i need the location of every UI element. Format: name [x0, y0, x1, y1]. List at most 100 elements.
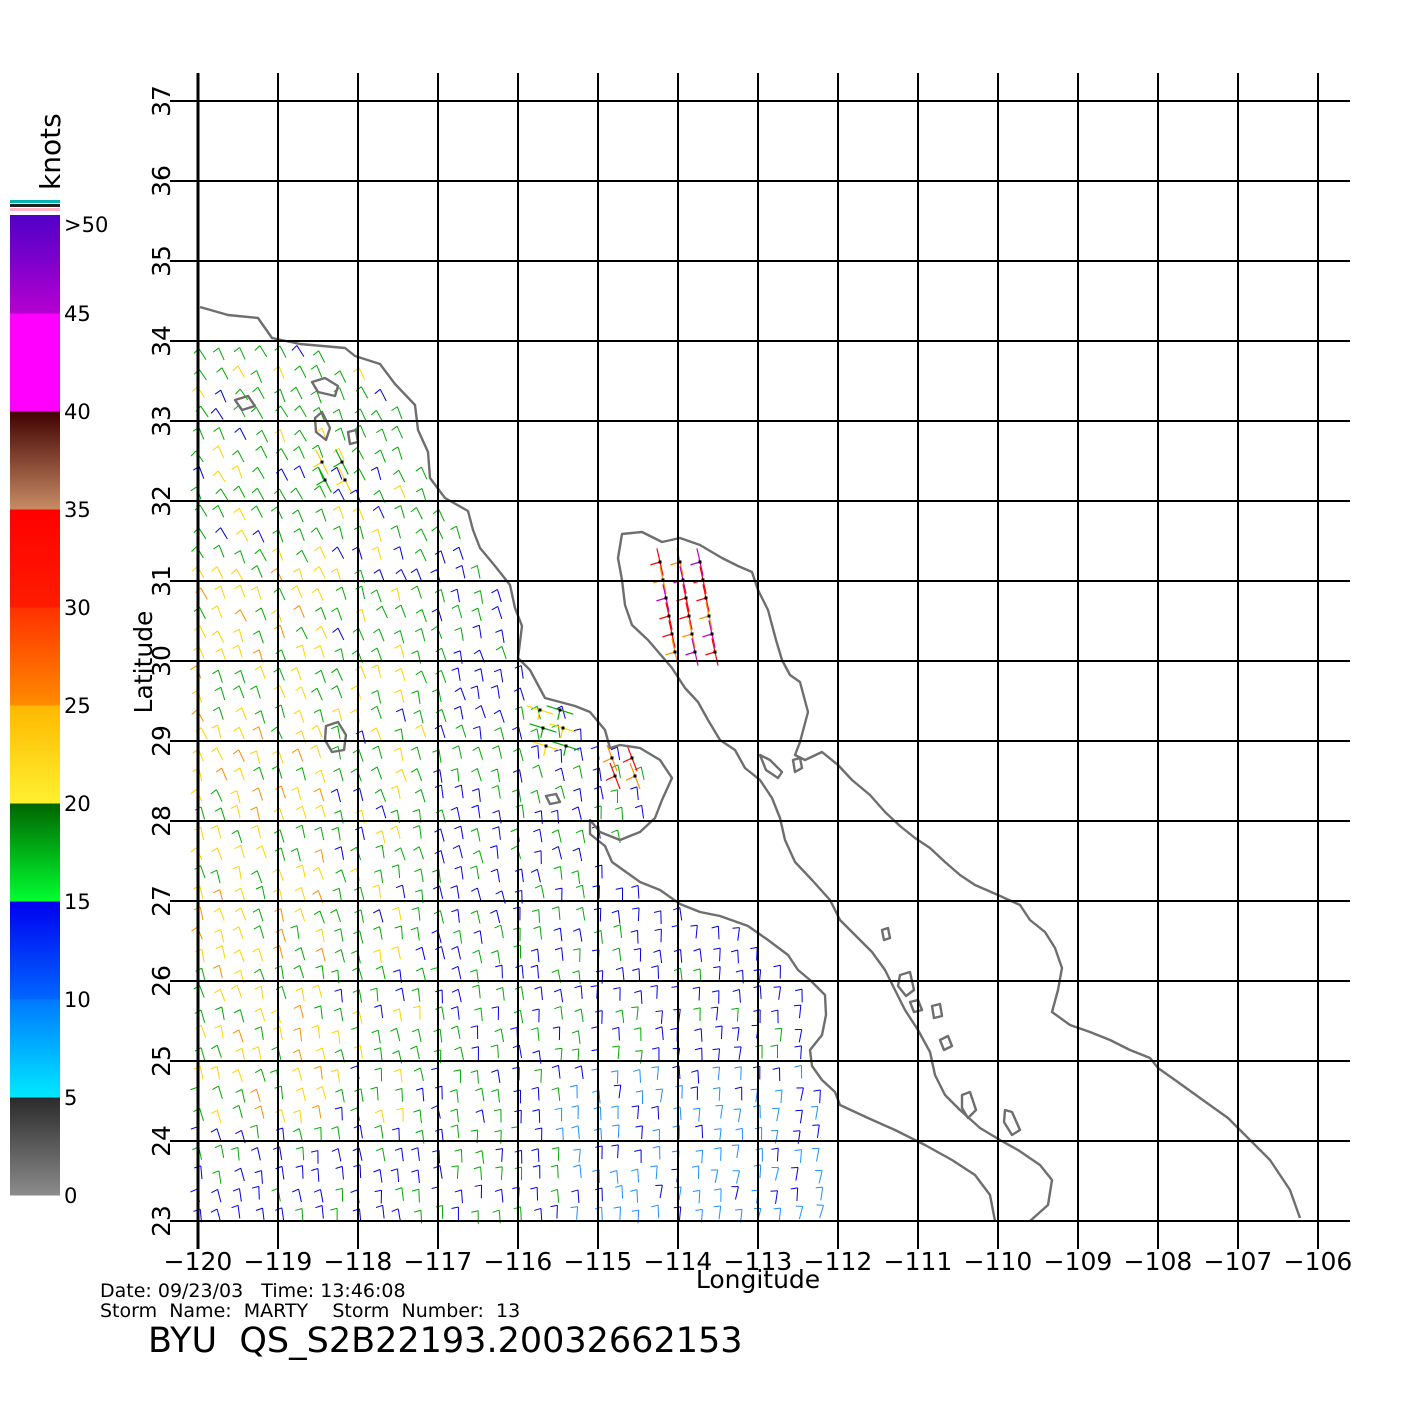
wind-barb-feather [371, 767, 377, 771]
wind-barb [521, 666, 523, 679]
wind-barb-feather [714, 1206, 721, 1207]
wind-barb-feather [251, 506, 256, 510]
wind-barb-feather [292, 749, 298, 753]
wind-barb-feather [436, 1206, 443, 1208]
wind-barb-feather [251, 566, 257, 570]
wind-barb-feather [733, 990, 740, 992]
lon-tick-label: −106 [1284, 1247, 1353, 1276]
wind-barb [281, 705, 284, 718]
wind-barb-feather [211, 1110, 217, 1113]
wind-barb [398, 786, 401, 799]
wind-barb-feather [634, 991, 641, 993]
wind-barb-feather [575, 1009, 582, 1012]
wind-barb-feather [293, 569, 299, 572]
wind-barb [580, 748, 582, 761]
wind-barb [401, 506, 405, 519]
wind-barb-feather [291, 387, 296, 391]
wind-barb [280, 625, 284, 638]
wind-barb-feather [415, 628, 421, 631]
wind-barb [302, 768, 305, 781]
wind-barb [799, 1206, 802, 1219]
wind-barb-feather [451, 1026, 457, 1029]
wind-barb [481, 706, 485, 718]
wind-barb [502, 1149, 503, 1162]
wind-barb [258, 530, 264, 542]
wind-barb [440, 911, 443, 924]
wind-barb-feather [293, 446, 299, 450]
wind-barb-feather [332, 1149, 338, 1152]
wind-barb [339, 709, 342, 722]
wind-barb [520, 770, 522, 783]
wind-barb-feather [291, 848, 297, 851]
lat-tick-label: 31 [147, 565, 176, 597]
wind-barb-feather [473, 747, 479, 751]
wind-barb-feather [313, 407, 319, 411]
wind-barb-feather [376, 845, 383, 847]
wind-barb [418, 989, 419, 1002]
wind-barb-feather [774, 1208, 781, 1209]
wind-barb [383, 1205, 384, 1218]
wind-barb-feather [215, 1007, 221, 1010]
wind-barb [299, 1189, 302, 1202]
wind-barb [359, 967, 363, 980]
wind-barb-feather [216, 768, 222, 772]
wind-barb [261, 1027, 263, 1040]
wind-barb [382, 429, 386, 441]
wind-barb [801, 1088, 804, 1101]
wind-barb [201, 1048, 205, 1061]
wind-barb-feather [395, 1089, 402, 1091]
wind-barb-feather [376, 1148, 382, 1151]
lat-tick-label: 28 [147, 805, 176, 837]
wind-barb [317, 365, 322, 377]
wind-barb-feather [231, 569, 236, 574]
wind-barb-feather [311, 688, 317, 692]
wind-barb-feather [415, 790, 421, 793]
wind-barb-feather [235, 1168, 241, 1171]
wind-barb [280, 1147, 282, 1160]
wind-barb [502, 1189, 503, 1202]
wind-barb [418, 927, 420, 940]
wind-barb [421, 790, 425, 803]
wind-barb [218, 471, 225, 482]
wind-barb [560, 928, 562, 941]
wind-barb [422, 947, 425, 960]
wind-barb [537, 729, 540, 742]
wind-barb-feather [232, 466, 238, 470]
wind-barb-feather [313, 867, 319, 871]
wind-barb-feather [233, 686, 239, 690]
wind-barb [380, 1170, 382, 1183]
wind-barb [696, 925, 697, 938]
wind-barb [359, 628, 364, 640]
wind-barb [280, 946, 283, 959]
wind-barb-feather [391, 786, 397, 789]
wind-barb-feather [634, 948, 641, 949]
wind-barb-feather [236, 1048, 242, 1051]
wind-barb-feather [375, 450, 381, 454]
wind-barb [257, 871, 262, 883]
wind-barb-feather [473, 950, 479, 953]
wind-barb [200, 1066, 203, 1079]
wind-barb [401, 926, 402, 939]
wind-barb-feather [411, 507, 416, 511]
wind-barb [199, 427, 204, 439]
wind-barb-feather [396, 1108, 403, 1110]
wind-barb [561, 786, 564, 799]
wind-barb [477, 888, 480, 901]
wind-barb-feather [470, 866, 477, 869]
wind-barb [397, 426, 402, 438]
wind-barb [222, 946, 225, 959]
wind-barb [279, 751, 283, 763]
wind-barb-feather [352, 650, 358, 654]
wind-barb [217, 1045, 221, 1058]
wind-barb-feather [416, 467, 422, 471]
wind-barb-feather [213, 545, 219, 549]
wind-barb-feather [331, 1127, 338, 1130]
wind-barb [441, 551, 445, 564]
wind-barb-feather [251, 825, 257, 828]
wind-barb-feather [373, 927, 379, 930]
wind-barb [642, 805, 644, 818]
wind-barb-feather [336, 1166, 343, 1168]
lat-tick-label: 37 [147, 85, 176, 117]
wind-barb [401, 605, 406, 617]
wind-barb [261, 446, 267, 458]
